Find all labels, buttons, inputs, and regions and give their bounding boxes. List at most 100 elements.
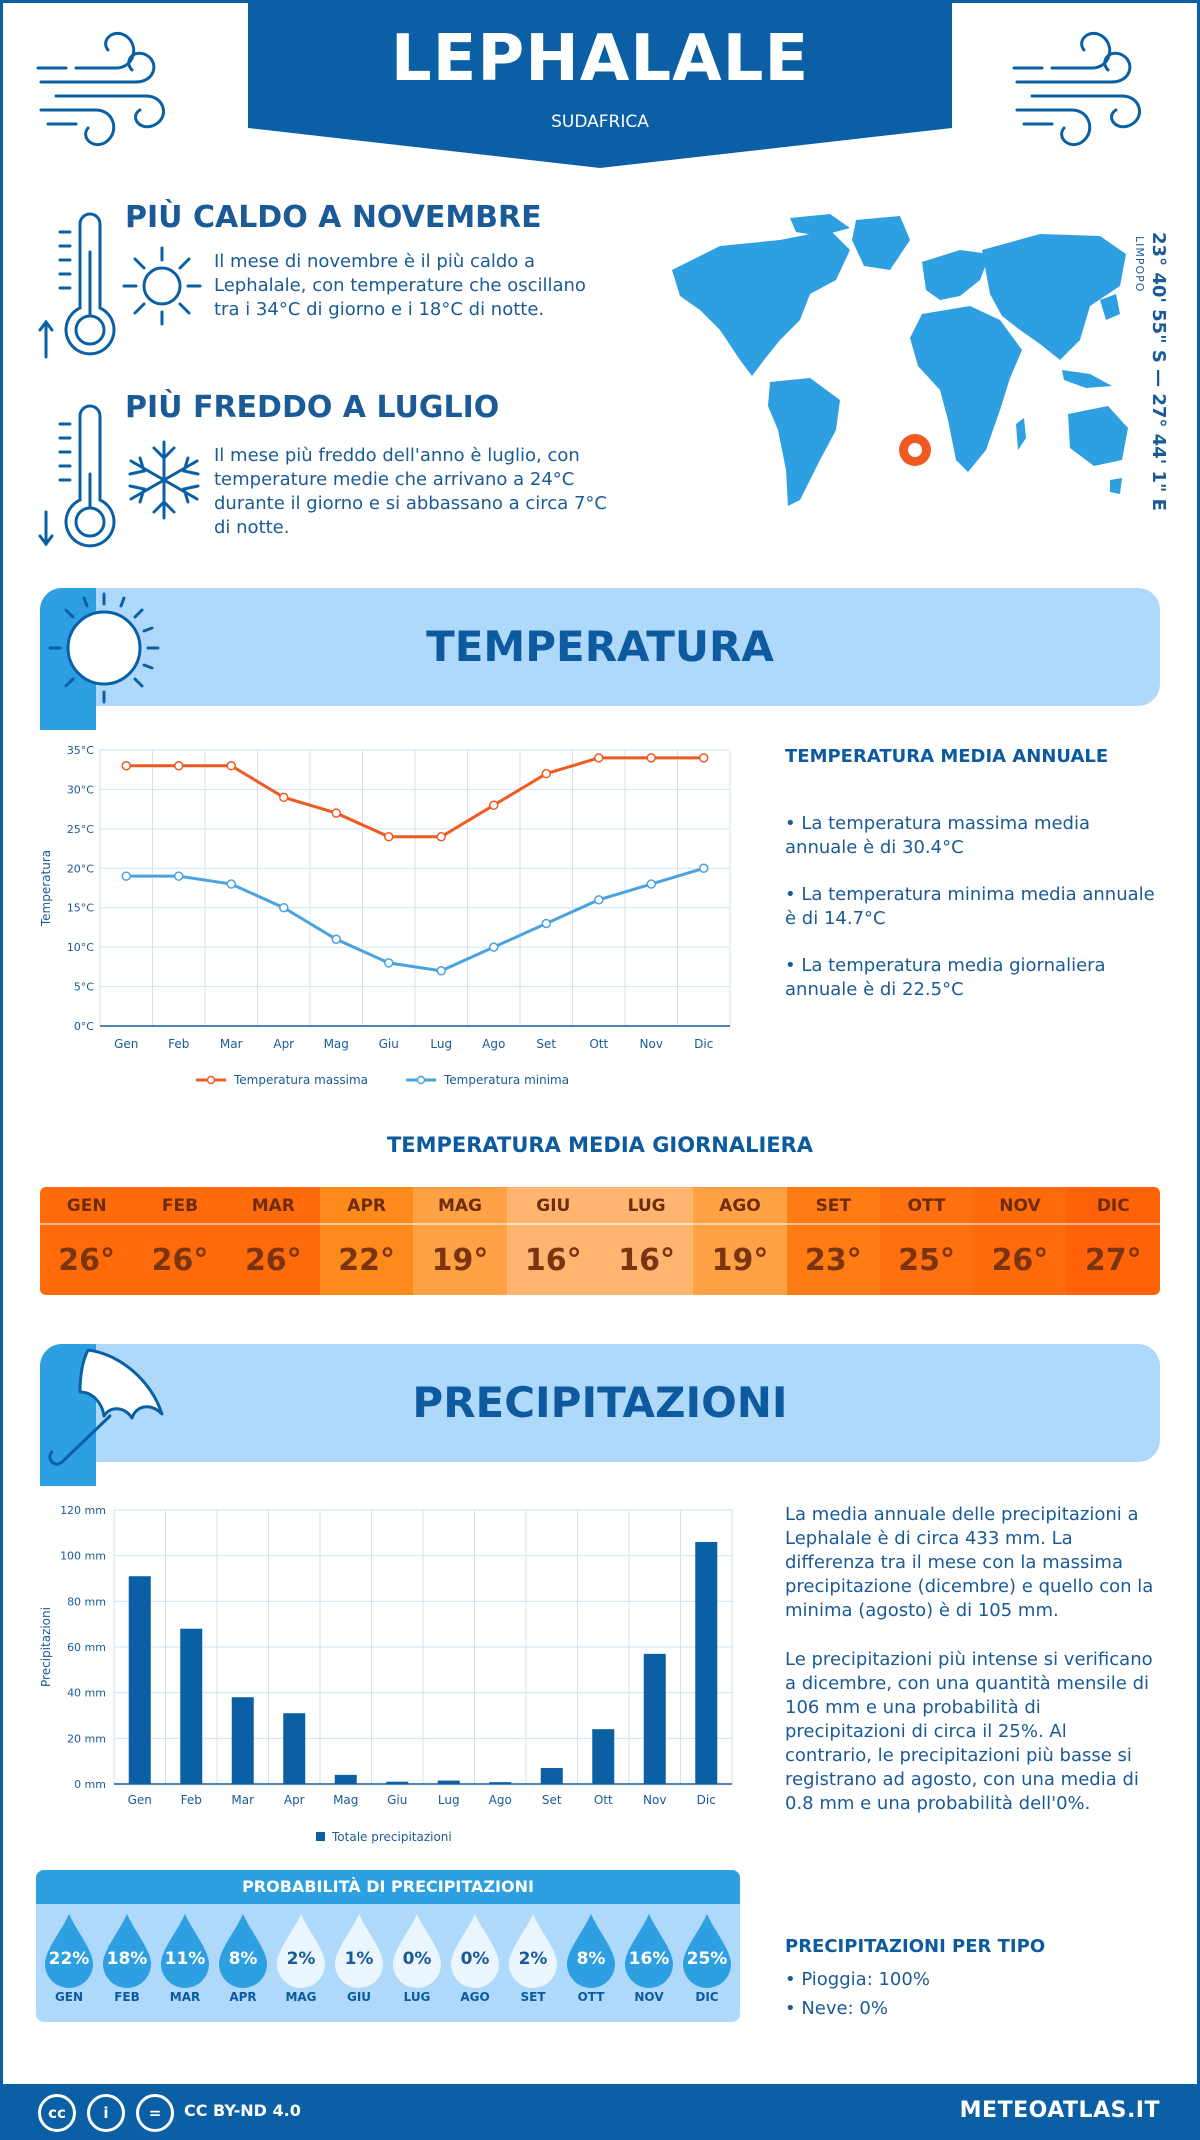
country-subtitle: SUDAFRICA (551, 112, 649, 132)
data-point (121, 761, 131, 771)
daily-mean-value: 16° (524, 1242, 582, 1278)
daily-mean-value: 26° (991, 1242, 1049, 1278)
x-tick-label: Set (536, 1037, 556, 1051)
data-point (226, 761, 236, 771)
x-tick-label: Mag (324, 1037, 349, 1051)
data-point (594, 895, 604, 905)
x-tick-label: Nov (640, 1037, 663, 1051)
daily-column: GIU 16° (506, 1187, 600, 1295)
precipitation-bar (695, 1541, 718, 1784)
daily-column: MAG 19° (413, 1187, 507, 1295)
data-point (646, 879, 656, 889)
y-tick-label: 100 mm (60, 1550, 106, 1563)
umbrella-icon (40, 1344, 164, 1486)
daily-month-label: LUG (599, 1187, 694, 1225)
coldest-month-title: PIÙ FREDDO A LUGLIO (125, 390, 500, 425)
no-derivatives-icon[interactable]: = (136, 2094, 174, 2132)
daily-month-label: OTT (879, 1187, 974, 1225)
daily-month-label: GIU (506, 1187, 600, 1225)
daily-mean-value: 26° (58, 1242, 116, 1278)
probability-month-label: GIU (346, 1990, 372, 2004)
data-point (646, 753, 656, 763)
title-banner (248, 0, 952, 168)
raindrop-icon (625, 1914, 673, 1988)
y-axis-label: Precipitazioni (39, 1607, 53, 1687)
daily-column: SET 23° (786, 1187, 880, 1295)
probability-value: 18% (106, 1949, 148, 1969)
daily-temperature-title: TEMPERATURA MEDIA GIORNALIERA (386, 1133, 814, 1157)
daily-mean-value: 27° (1084, 1242, 1142, 1278)
site-brand-link[interactable]: METEOATLAS.IT (959, 2098, 1160, 2123)
city-title: LEPHALALE (390, 22, 810, 96)
annual-max-bullet: • La temperatura massima media annuale è… (785, 813, 1091, 858)
x-tick-label: Dic (697, 1793, 716, 1807)
precipitation-bar (643, 1653, 666, 1784)
data-point (699, 753, 709, 763)
precipitation-bar (592, 1729, 615, 1784)
sun-icon (122, 246, 202, 326)
data-point (436, 831, 446, 842)
probability-month-label: MAG (285, 1990, 317, 2004)
annual-mean-bullet: • La temperatura media giornaliera annua… (785, 955, 1106, 1000)
precipitation-probability-panel: PROBABILITÀ DI PRECIPITAZIONI 22% GEN 18% F… (36, 1870, 740, 2022)
probability-value: 8% (576, 1949, 606, 1969)
precipitation-summary-text: La media annuale delle precipitazioni a … (785, 1504, 1154, 1621)
daily-month-label: NOV (973, 1187, 1067, 1225)
y-tick-label: 0 mm (74, 1778, 106, 1791)
daily-mean-value: 16° (618, 1242, 675, 1278)
daily-month-label: DIC (1066, 1187, 1160, 1225)
x-tick-label: Ago (482, 1037, 505, 1051)
legend-label: Temperatura massima (233, 1073, 368, 1087)
probability-drop: 0% AGO (446, 1912, 504, 2004)
x-tick-label: Gen (114, 1037, 138, 1051)
temperature-title: TEMPERATURA (426, 622, 774, 671)
x-tick-label: Lug (430, 1037, 452, 1051)
x-tick-label: Set (542, 1793, 562, 1807)
precipitation-bar (489, 1782, 512, 1784)
probability-drop: 2% MAG (272, 1912, 330, 2004)
data-point (226, 879, 236, 889)
probability-value: 0% (402, 1949, 432, 1969)
probability-drop: 11% MAR (156, 1912, 214, 2004)
daily-column: APR 22° (319, 1187, 414, 1295)
y-tick-label: 20°C (67, 862, 94, 875)
data-point (121, 871, 131, 881)
daily-month-label: FEB (133, 1187, 227, 1225)
precipitation-bar (283, 1713, 306, 1784)
precipitation-section-header: PRECIPITAZIONI (40, 1344, 1160, 1486)
probability-value: 1% (344, 1949, 374, 1969)
cc-license-icon[interactable]: cc (38, 2094, 76, 2132)
y-tick-label: 35°C (67, 744, 94, 757)
x-tick-label: Feb (181, 1793, 202, 1807)
daily-column: NOV 26° (973, 1187, 1067, 1295)
raindrop-icon (161, 1914, 209, 1988)
data-point (331, 808, 341, 818)
probability-month-label: GEN (54, 1990, 84, 2004)
sun-large-icon (40, 588, 160, 730)
license-text[interactable]: CC BY-ND 4.0 (184, 2101, 301, 2120)
wind-icon-left (36, 31, 165, 147)
attribution-icon[interactable]: i (87, 2094, 125, 2132)
probability-value: 8% (228, 1949, 258, 1969)
y-tick-label: 120 mm (60, 1504, 106, 1517)
y-tick-label: 30°C (67, 783, 94, 796)
raindrop-icon (219, 1914, 267, 1988)
rain-share: • Pioggia: 100% (785, 1969, 930, 1990)
y-tick-label: 0°C (74, 1020, 94, 1033)
y-tick-label: 80 mm (67, 1595, 106, 1608)
data-point (436, 966, 446, 976)
daily-month-label: SET (786, 1187, 880, 1225)
probability-value: 2% (286, 1949, 316, 1969)
daily-column: DIC 27° (1066, 1187, 1160, 1295)
x-tick-label: Giu (387, 1793, 407, 1807)
data-point (541, 918, 551, 929)
daily-column: OTT 25° (879, 1187, 974, 1295)
raindrop-icon (683, 1914, 731, 1988)
daily-month-label: GEN (40, 1187, 134, 1225)
y-tick-label: 10°C (67, 941, 94, 954)
data-point (489, 800, 499, 810)
temperature-line-chart: 0°C 5°C 10°C 15°C 20°C 25°C 30°C 35°C Gen Feb Mar A… (39, 744, 731, 1087)
daily-temperature-table: GEN 26° FEB 26° MAR 26° APR 22° MAG 19° GIU 16° LUG 1… (40, 1187, 1160, 1295)
probability-drop: 1% GIU (330, 1912, 388, 2004)
y-tick-label: 25°C (67, 823, 94, 836)
